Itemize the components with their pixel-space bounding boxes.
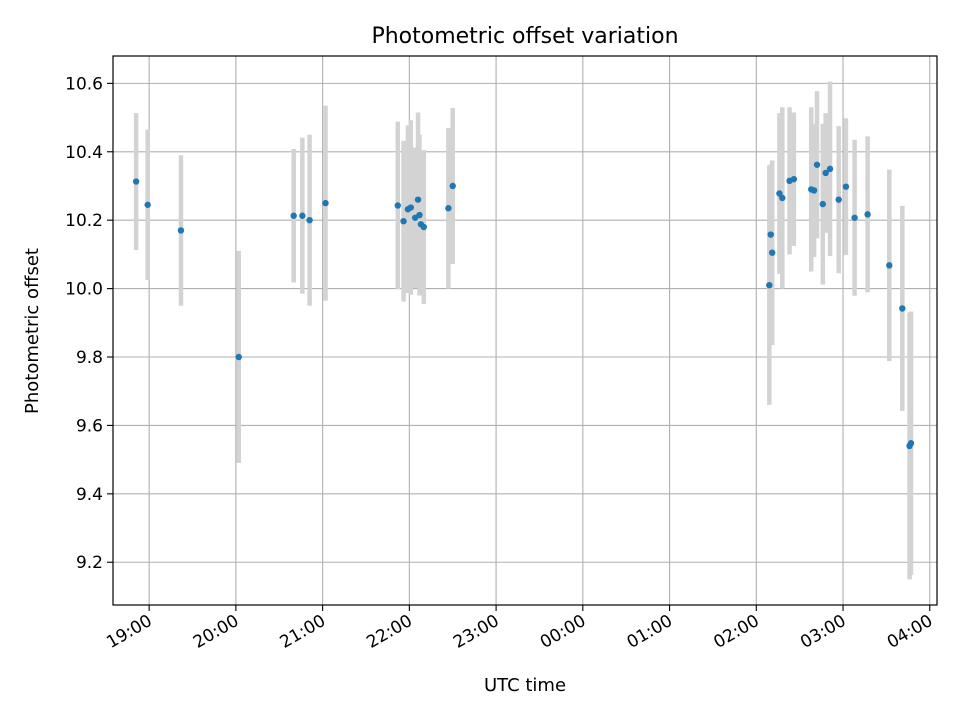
x-axis-ticks: 19:00 20:00 21:00 22:00 23:00 00:00 01:00 02:00… [103, 605, 936, 653]
data-point [769, 249, 776, 256]
x-tick-label: 03:00 [797, 611, 849, 653]
chart-title: Photometric offset variation [371, 24, 678, 49]
data-point [322, 199, 329, 207]
data-point [810, 187, 818, 194]
data-point [842, 183, 850, 190]
data-point [907, 440, 915, 447]
y-axis-label: Photometric offset [22, 248, 43, 414]
x-tick-label: 04:00 [884, 611, 936, 653]
data-point [235, 353, 242, 361]
y-tick-label: 9.8 [76, 348, 103, 368]
y-tick-label: 9.6 [76, 416, 103, 436]
data-point [822, 169, 829, 177]
data-point [767, 231, 774, 238]
x-tick-label: 19:00 [103, 611, 155, 653]
data-point [394, 202, 401, 209]
data-point [414, 196, 422, 203]
data-point [819, 200, 826, 208]
x-tick-label: 23:00 [450, 611, 502, 653]
data-point [449, 182, 456, 190]
y-tick-label: 10.4 [65, 143, 103, 163]
y-tick-label: 10.0 [65, 280, 103, 300]
grid-lines [113, 56, 937, 605]
data-point [306, 216, 313, 224]
error-bars [133, 81, 914, 580]
y-tick-label: 10.6 [65, 74, 103, 94]
y-tick-label: 10.2 [65, 211, 103, 231]
data-point [445, 205, 452, 212]
data-point [864, 211, 871, 218]
x-tick-label: 02:00 [710, 611, 762, 653]
data-point [813, 161, 821, 168]
data-point [299, 212, 306, 219]
data-point [790, 175, 798, 183]
data-point [835, 196, 842, 203]
y-axis-ticks: 9.2 9.4 9.6 9.8 10.0 10.2 10.4 10.6 [65, 74, 113, 573]
plot-frame [112, 55, 938, 606]
x-tick-label: 22:00 [363, 611, 415, 653]
data-point [144, 201, 151, 208]
y-tick-label: 9.4 [76, 485, 103, 505]
data-points [132, 161, 915, 450]
x-tick-label: 01:00 [624, 611, 676, 653]
x-axis-label: UTC time [484, 675, 566, 696]
data-point [851, 214, 858, 221]
data-point [400, 218, 407, 225]
x-tick-label: 00:00 [537, 611, 589, 653]
data-point [177, 227, 185, 234]
data-point [290, 212, 297, 219]
data-point [420, 223, 428, 231]
y-tick-label: 9.2 [76, 553, 103, 573]
data-point [407, 204, 414, 211]
data-point [826, 165, 834, 173]
data-point [416, 211, 423, 219]
x-tick-label: 20:00 [190, 611, 242, 653]
x-tick-label: 21:00 [277, 611, 329, 653]
data-point [766, 281, 773, 289]
data-point [132, 178, 140, 185]
data-point [886, 262, 893, 269]
data-point [899, 305, 906, 312]
data-point [779, 194, 786, 202]
